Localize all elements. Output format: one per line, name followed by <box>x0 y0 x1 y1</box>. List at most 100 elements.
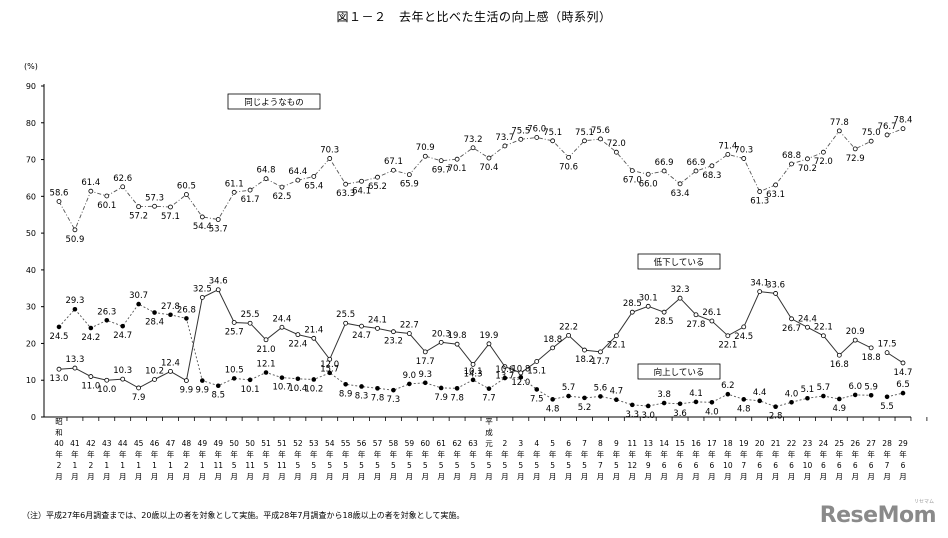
svg-text:月: 月 <box>246 472 254 481</box>
svg-text:10: 10 <box>723 461 733 470</box>
data-point <box>136 204 142 210</box>
data-point <box>247 187 253 193</box>
data-point <box>836 128 842 134</box>
svg-text:月: 月 <box>629 472 637 481</box>
data-point <box>199 295 205 300</box>
svg-text:4: 4 <box>534 439 539 448</box>
svg-text:5: 5 <box>343 461 348 470</box>
data-label: 5.6 <box>594 383 608 393</box>
data-point <box>805 156 810 162</box>
data-label: 54.4 <box>193 222 212 232</box>
data-point <box>741 397 747 402</box>
data-label: 33.6 <box>766 280 785 290</box>
data-label: 10.5 <box>225 365 244 375</box>
data-point <box>598 394 603 399</box>
svg-text:年: 年 <box>358 449 366 459</box>
svg-text:年: 年 <box>103 449 111 459</box>
x-tick-label: 53年 5 月 <box>309 439 319 481</box>
data-point <box>88 374 94 379</box>
svg-text:月: 月 <box>55 472 63 481</box>
x-tick-label: 41年 1 月 <box>70 439 80 481</box>
data-label: 7.5 <box>530 394 544 404</box>
x-tick-label: 23年 10 月 <box>803 439 813 481</box>
svg-text:43: 43 <box>102 439 112 448</box>
data-point <box>263 337 269 343</box>
series-1: 13.013.311.010.010.37.910.212.49.932.534… <box>50 277 913 403</box>
svg-text:年: 年 <box>183 449 191 459</box>
data-point <box>183 378 189 383</box>
data-point <box>168 204 173 210</box>
data-label: 10.4 <box>288 384 307 394</box>
x-tick-label: 13年 9 月 <box>643 439 653 481</box>
data-point <box>884 132 890 138</box>
svg-text:3: 3 <box>518 439 523 448</box>
data-label: 26.3 <box>97 307 116 317</box>
svg-text:月: 月 <box>422 472 430 481</box>
data-point <box>454 156 460 162</box>
svg-text:60: 60 <box>420 439 430 448</box>
svg-text:6: 6 <box>837 461 842 470</box>
data-label: 20.3 <box>432 329 451 339</box>
x-tick-label: 27年 6 月 <box>866 439 876 481</box>
svg-text:月: 月 <box>708 472 716 481</box>
data-point <box>136 385 142 391</box>
data-label: 8.5 <box>211 391 225 401</box>
data-label: 4.1 <box>689 389 703 399</box>
data-label: 3.0 <box>641 411 655 421</box>
svg-text:月: 月 <box>183 472 191 481</box>
data-point <box>231 320 237 325</box>
data-label: 14.3 <box>464 369 483 379</box>
data-label: 50.9 <box>65 235 84 245</box>
data-label: 9.9 <box>180 386 194 396</box>
x-tick-label: 7年 5 月 <box>581 439 589 481</box>
svg-text:9: 9 <box>614 439 619 448</box>
data-point <box>72 365 78 371</box>
data-label: 10.0 <box>97 385 116 395</box>
svg-text:月: 月 <box>374 472 382 481</box>
x-tick-label: 18年 10 月 <box>723 439 733 481</box>
svg-text:月: 月 <box>581 472 589 481</box>
chart-axes: (%) 0 10 20 30 40 50 60 70 80 90 <box>24 62 928 422</box>
svg-text:月: 月 <box>294 472 302 481</box>
svg-text:年: 年 <box>804 449 812 459</box>
data-label: 67.0 <box>623 176 642 186</box>
x-tick-label: 19年 7 月 <box>739 439 749 481</box>
data-point <box>789 399 794 405</box>
svg-text:年: 年 <box>613 449 621 459</box>
data-label: 66.0 <box>639 179 658 189</box>
data-point <box>852 337 858 343</box>
data-label: 22.1 <box>814 323 833 333</box>
svg-text:年: 年 <box>644 449 652 459</box>
data-label: 10.1 <box>241 385 260 395</box>
x-tick-label: 56年 5 月 <box>357 439 367 481</box>
data-label: 10.2 <box>145 366 164 376</box>
data-label: 66.9 <box>687 158 706 168</box>
data-label: 22.2 <box>559 322 578 332</box>
data-label: 34.6 <box>209 277 228 287</box>
data-label: 62.5 <box>272 192 291 202</box>
data-label: 26.1 <box>702 308 721 318</box>
data-point <box>311 174 317 179</box>
resemom-logo: ReseMom <box>819 503 937 528</box>
data-label: 10.7 <box>272 383 291 393</box>
x-tick-label: 62年 5 月 <box>452 439 462 481</box>
svg-text:6: 6 <box>662 461 667 470</box>
svg-text:59: 59 <box>405 439 415 448</box>
x-tick-label: 60年 5 月 <box>420 439 430 481</box>
legend-label: 低下している <box>654 257 705 268</box>
svg-text:月: 月 <box>692 472 700 481</box>
legend-label: 同じようなもの <box>244 98 304 108</box>
data-label: 12.0 <box>320 360 339 370</box>
svg-text:年: 年 <box>214 449 222 459</box>
data-point <box>677 181 683 187</box>
svg-text:昭: 昭 <box>55 417 63 426</box>
svg-text:51: 51 <box>261 439 271 448</box>
data-label: 5.5 <box>880 402 894 412</box>
svg-text:18: 18 <box>723 439 733 448</box>
svg-text:年: 年 <box>374 449 382 459</box>
data-label: 60.5 <box>177 181 196 191</box>
data-point <box>550 345 556 351</box>
svg-text:29: 29 <box>898 439 908 448</box>
data-label: 27.8 <box>161 302 180 312</box>
